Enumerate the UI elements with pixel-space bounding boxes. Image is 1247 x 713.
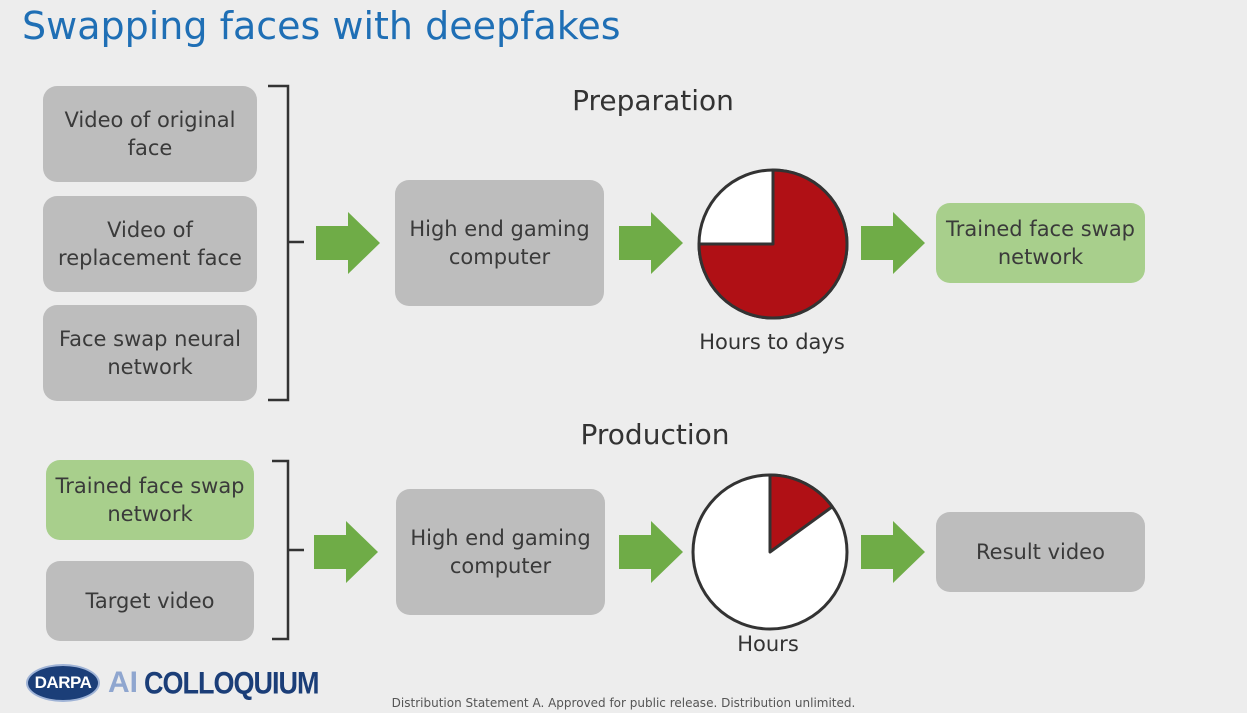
distribution-statement: Distribution Statement A. Approved for p… (391, 696, 856, 710)
prep-output-trained-network: Trained face swap network (936, 203, 1145, 283)
darpa-ai-colloquium-logo: DARPA AI COLLOQUIUM (26, 664, 319, 702)
production-bracket (272, 459, 304, 641)
prod-arrow-3 (861, 521, 925, 583)
elapsed-time-wedge (697, 168, 849, 320)
logo-colloquium-text: COLLOQUIUM (144, 665, 319, 700)
prep-arrow-3 (861, 212, 925, 274)
prep-time-label: Hours to days (699, 330, 845, 354)
input-replacement-face: Video of replacement face (43, 196, 257, 292)
prod-time-pie (691, 473, 849, 631)
prep-computer: High end gaming computer (395, 180, 604, 306)
preparation-heading: Preparation (572, 84, 734, 117)
production-heading: Production (580, 418, 730, 451)
input-neural-network: Face swap neural network (43, 305, 257, 401)
prod-arrow-2 (619, 521, 683, 583)
slide-title: Swapping faces with deepfakes (22, 4, 621, 48)
prep-arrow-1 (316, 212, 380, 274)
prep-arrow-2 (619, 212, 683, 274)
prod-time-label: Hours (737, 632, 799, 656)
prod-computer: High end gaming computer (396, 489, 605, 615)
prep-time-pie (697, 168, 849, 320)
logo-ai-text: AI (108, 666, 138, 699)
elapsed-time-wedge (768, 473, 834, 554)
input-original-face: Video of original face (43, 86, 257, 182)
prod-output-result-video: Result video (936, 512, 1145, 592)
preparation-bracket (268, 84, 304, 402)
input-trained-network: Trained face swap network (46, 460, 254, 540)
prod-arrow-1 (314, 521, 378, 583)
input-target-video: Target video (46, 561, 254, 641)
darpa-logo-oval: DARPA (26, 664, 100, 702)
